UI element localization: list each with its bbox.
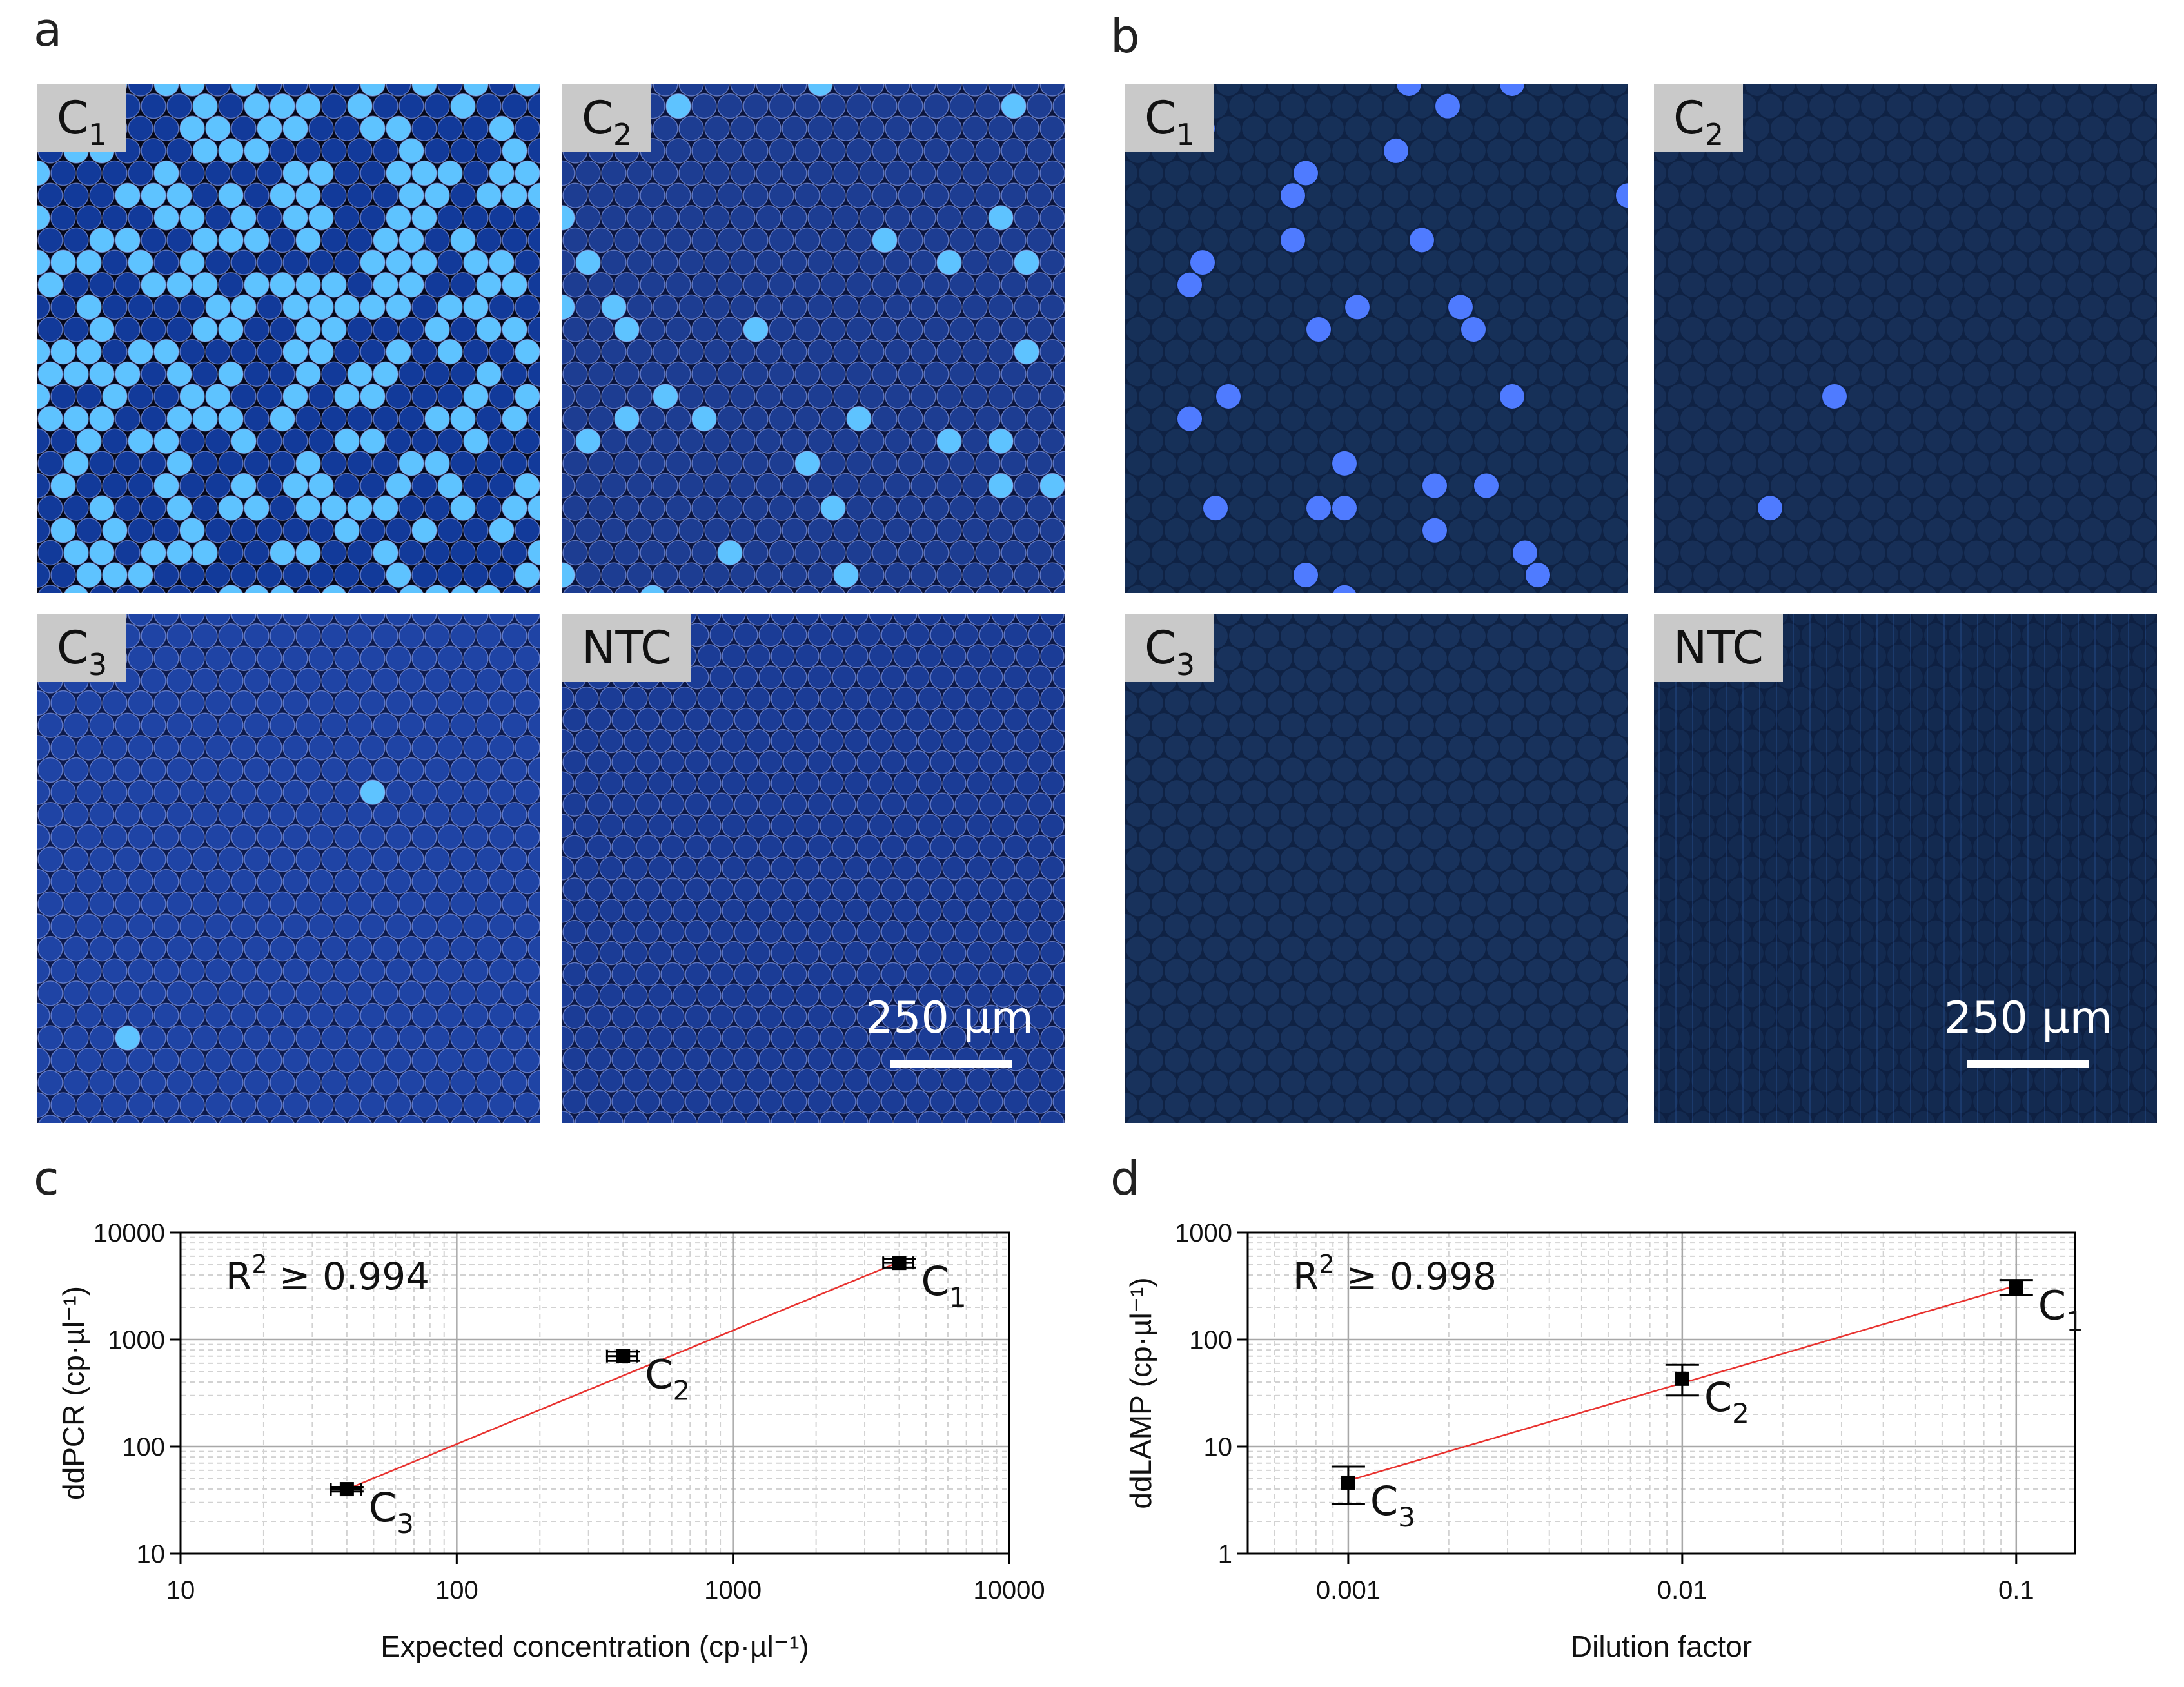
y-axis-label: ddLAMP (cp·µl⁻¹) bbox=[1124, 1277, 1157, 1508]
tile-label-main: C bbox=[57, 92, 88, 144]
droplet-image-b-ntc bbox=[1654, 614, 2157, 1123]
point-label: C1 bbox=[921, 1258, 967, 1313]
tile-label-sub: 2 bbox=[1704, 117, 1724, 152]
x-tick-label: 1000 bbox=[704, 1576, 762, 1604]
x-tick-label: 0.1 bbox=[1998, 1576, 2034, 1604]
y-tick-label: 1000 bbox=[1175, 1219, 1232, 1247]
tile-label-a-ntc: NTC bbox=[562, 614, 691, 682]
droplet-image-a-c1 bbox=[37, 84, 540, 593]
r-squared-annotation: R2 ≥ 0.998 bbox=[1293, 1250, 1497, 1298]
point-label: C2 bbox=[645, 1351, 690, 1407]
x-tick-label: 0.001 bbox=[1316, 1576, 1381, 1604]
panel-letter-d: d bbox=[1110, 1151, 1140, 1205]
micrograph-a-c2: C2 bbox=[562, 84, 1065, 593]
tile-label-sub: 1 bbox=[88, 117, 108, 152]
tile-label-main: C bbox=[57, 621, 88, 674]
micrograph-b-c3: C3 bbox=[1125, 614, 1628, 1123]
tile-label-sub: 1 bbox=[1176, 117, 1195, 152]
tile-label-a-c2: C2 bbox=[562, 84, 652, 152]
tile-label-main: C bbox=[1145, 92, 1176, 144]
scale-bar-label-b: 250 µm bbox=[1944, 993, 2112, 1044]
plot-frame bbox=[1246, 1231, 2076, 1555]
data-point bbox=[2009, 1280, 2023, 1294]
tile-label-a-c3: C3 bbox=[37, 614, 127, 682]
panel-letter-a: a bbox=[34, 3, 63, 57]
tile-label-main: C bbox=[1145, 621, 1176, 674]
data-point bbox=[339, 1482, 354, 1497]
y-tick-label: 100 bbox=[1189, 1326, 1232, 1354]
micrograph-b-c1: C1 bbox=[1125, 84, 1628, 593]
droplet-image-b-c1 bbox=[1125, 84, 1628, 593]
chart-d-group: 0.001 0.01 0.1 1 10 100 1000 Dilution factor ddL… bbox=[1124, 1219, 2083, 1663]
droplet-image-a-c3 bbox=[37, 614, 540, 1123]
micrograph-a-ntc: NTC 250 µm bbox=[562, 614, 1065, 1123]
point-label: C3 bbox=[1370, 1477, 1415, 1533]
droplet-image-b-c3 bbox=[1125, 614, 1628, 1123]
droplet-image-b-c2 bbox=[1654, 84, 2157, 593]
data-point bbox=[892, 1256, 907, 1271]
tile-label-main: NTC bbox=[1673, 621, 1764, 674]
chart-c-group: 10 100 1000 10000 10 100 1000 10000 Expected con… bbox=[57, 1219, 1045, 1663]
tile-label-sub: 3 bbox=[1176, 647, 1195, 682]
micrograph-b-c2: C2 bbox=[1654, 84, 2157, 593]
point-label: C1 bbox=[2038, 1282, 2083, 1337]
x-axis-label: Dilution factor bbox=[1571, 1630, 1752, 1663]
tile-label-b-c3: C3 bbox=[1125, 614, 1215, 682]
droplet-image-a-ntc bbox=[562, 614, 1065, 1123]
point-label: C3 bbox=[369, 1484, 414, 1539]
data-point bbox=[1341, 1475, 1355, 1490]
fit-line bbox=[1348, 1284, 2017, 1482]
tile-label-b-c2: C2 bbox=[1654, 84, 1744, 152]
tile-label-sub: 3 bbox=[88, 647, 108, 682]
panel-letter-c: c bbox=[34, 1151, 59, 1205]
y-tick-label: 10000 bbox=[93, 1219, 165, 1247]
tile-label-b-c1: C1 bbox=[1125, 84, 1215, 152]
scale-bar-b bbox=[1967, 1060, 2089, 1068]
micrograph-a-c3: C3 bbox=[37, 614, 540, 1123]
y-axis-label: ddPCR (cp·µl⁻¹) bbox=[57, 1286, 90, 1500]
scale-bar-a bbox=[890, 1060, 1012, 1068]
tile-label-main: C bbox=[1673, 92, 1705, 144]
data-point bbox=[616, 1349, 631, 1363]
scale-bar-label-a: 250 µm bbox=[865, 993, 1034, 1044]
tile-label-a-c1: C1 bbox=[37, 84, 127, 152]
fit-line bbox=[352, 1261, 900, 1488]
micrograph-a-c1: C1 bbox=[37, 84, 540, 593]
x-tick-label: 0.01 bbox=[1657, 1576, 1707, 1604]
tile-label-main: NTC bbox=[582, 621, 672, 674]
y-tick-label: 100 bbox=[122, 1433, 165, 1461]
droplet-image-a-c2 bbox=[562, 84, 1065, 593]
micrograph-b-ntc: NTC 250 µm bbox=[1654, 614, 2157, 1123]
x-tick-label: 10000 bbox=[973, 1576, 1045, 1604]
x-axis-label: Expected concentration (cp·µl⁻¹) bbox=[380, 1630, 809, 1663]
data-point bbox=[1675, 1371, 1689, 1386]
y-tick-label: 10 bbox=[1204, 1433, 1233, 1461]
plot-frame bbox=[179, 1231, 1010, 1555]
tile-label-main: C bbox=[582, 92, 613, 144]
y-tick-label: 1 bbox=[1218, 1540, 1232, 1568]
x-tick-label: 100 bbox=[435, 1576, 478, 1604]
y-tick-label: 10 bbox=[137, 1540, 166, 1568]
tile-label-sub: 2 bbox=[613, 117, 633, 152]
y-tick-label: 1000 bbox=[108, 1326, 165, 1354]
point-label: C2 bbox=[1704, 1374, 1749, 1429]
panel-letter-b: b bbox=[1110, 9, 1140, 63]
r-squared-annotation: R2 ≥ 0.994 bbox=[226, 1250, 429, 1298]
x-tick-label: 10 bbox=[166, 1576, 195, 1604]
tile-label-b-ntc: NTC bbox=[1654, 614, 1783, 682]
